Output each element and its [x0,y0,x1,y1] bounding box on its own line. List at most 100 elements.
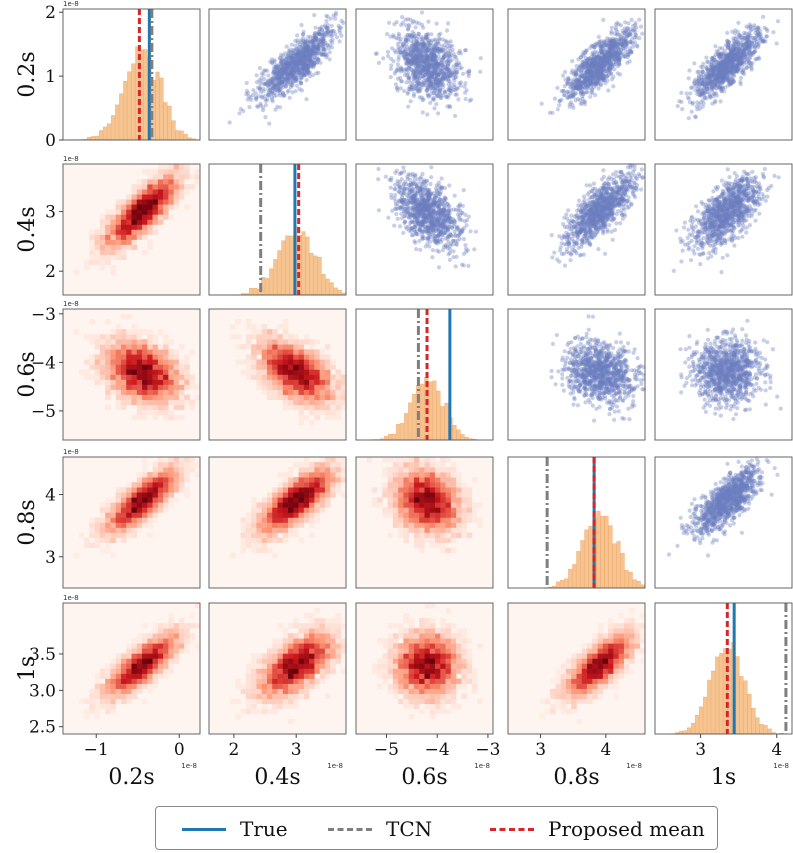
scatter-point [736,55,741,60]
scatter-point [462,226,467,231]
scatter-point [301,50,306,56]
heatmap-cell [142,204,148,210]
heatmap-cell [131,204,138,210]
heatmap-cell [105,214,111,220]
scatter-point [425,112,430,117]
scatter-point [415,218,420,223]
scatter-point [289,70,294,75]
scatter-point [325,26,330,31]
scatter-point [434,94,439,99]
scatter-point [299,22,304,28]
scatter-point [594,79,599,84]
hist-bar [159,77,164,141]
scatter-point [414,38,419,43]
scatter-point [275,69,280,74]
scatter-point [280,93,285,98]
scatter-point [454,242,459,247]
scatter-point [333,31,338,37]
scatter-point [580,63,585,68]
scatter-point [723,55,728,60]
heatmap-cell [94,254,101,261]
scatter-point [272,84,277,89]
scatter-point [735,29,741,34]
scatter-point [396,31,401,36]
scatter-point [399,79,404,84]
scatter-point [388,178,394,183]
scatter-point [339,25,344,30]
heatmap-cell [120,199,127,205]
scatter-point [301,53,306,58]
scatter-point [302,64,307,69]
scatter-point [404,51,409,56]
scatter-point [307,43,312,48]
heatmap-cell [99,219,106,225]
scatter-point [440,85,445,90]
scatter-point [326,29,331,34]
scatter-point [589,87,595,92]
heatmap-cell [157,214,164,220]
scatter-point [400,48,405,53]
hist-bar [249,287,254,296]
scatter-point [272,90,277,95]
hist-bar [99,130,104,141]
heatmap-cell [178,179,185,185]
scatter-point [718,63,724,68]
heatmap-cell [142,249,148,255]
scatter-point [539,101,544,106]
scatter-point [690,101,695,106]
scatter-point [308,56,313,61]
scatter-point [461,188,466,193]
heatmap-cell [136,229,143,235]
scatter-point [634,35,639,40]
scatter-point [610,52,616,57]
heatmap-cell [115,249,122,255]
scatter-point [427,233,432,238]
scatter-point [329,23,334,28]
hist-bar [273,259,278,296]
heatmap-cell [142,224,148,230]
scatter-point [420,42,425,47]
scatter-point [458,80,463,85]
scatter-point [275,82,280,87]
heatmap-cell [168,179,174,185]
scatter-point [419,35,424,40]
heatmap-cell [178,194,185,200]
heatmap-cell [184,174,190,180]
scatter-point [291,74,296,79]
scatter-point [386,215,391,220]
heatmap-cell [115,254,122,261]
heatmap-cell [184,204,190,210]
scatter-point [262,77,267,82]
scatter-point [428,100,433,105]
heatmap-cell [105,209,111,215]
scatter-point [303,49,308,54]
scatter-point [300,64,305,69]
scatter-point [300,44,305,49]
scatter-point [588,45,593,50]
scatter-point [285,52,290,57]
scatter-point [740,70,746,75]
scatter-point [458,66,463,71]
scatter-point [459,210,464,216]
scatter-point [316,30,321,35]
scatter-point [271,85,276,90]
scatter-point [453,113,458,118]
scatter-point [272,59,277,64]
heatmap-cell [152,184,159,190]
scatter-point [299,67,304,72]
scatter-point [300,32,306,37]
heatmap-cell [89,229,95,235]
scatter-point [304,43,309,48]
scatter-point [408,52,413,57]
scatter-point [334,35,340,40]
heatmap-cell [131,229,138,235]
scatter-point [388,34,393,39]
scatter-point [598,69,603,75]
heatmap-cell [163,214,169,220]
panel-r0-c4 [654,8,793,141]
scatter-point [270,70,275,76]
heatmap-cell [152,204,159,210]
scatter-point [323,47,328,53]
scatter-point [327,57,332,62]
heatmap-cell [136,199,143,205]
